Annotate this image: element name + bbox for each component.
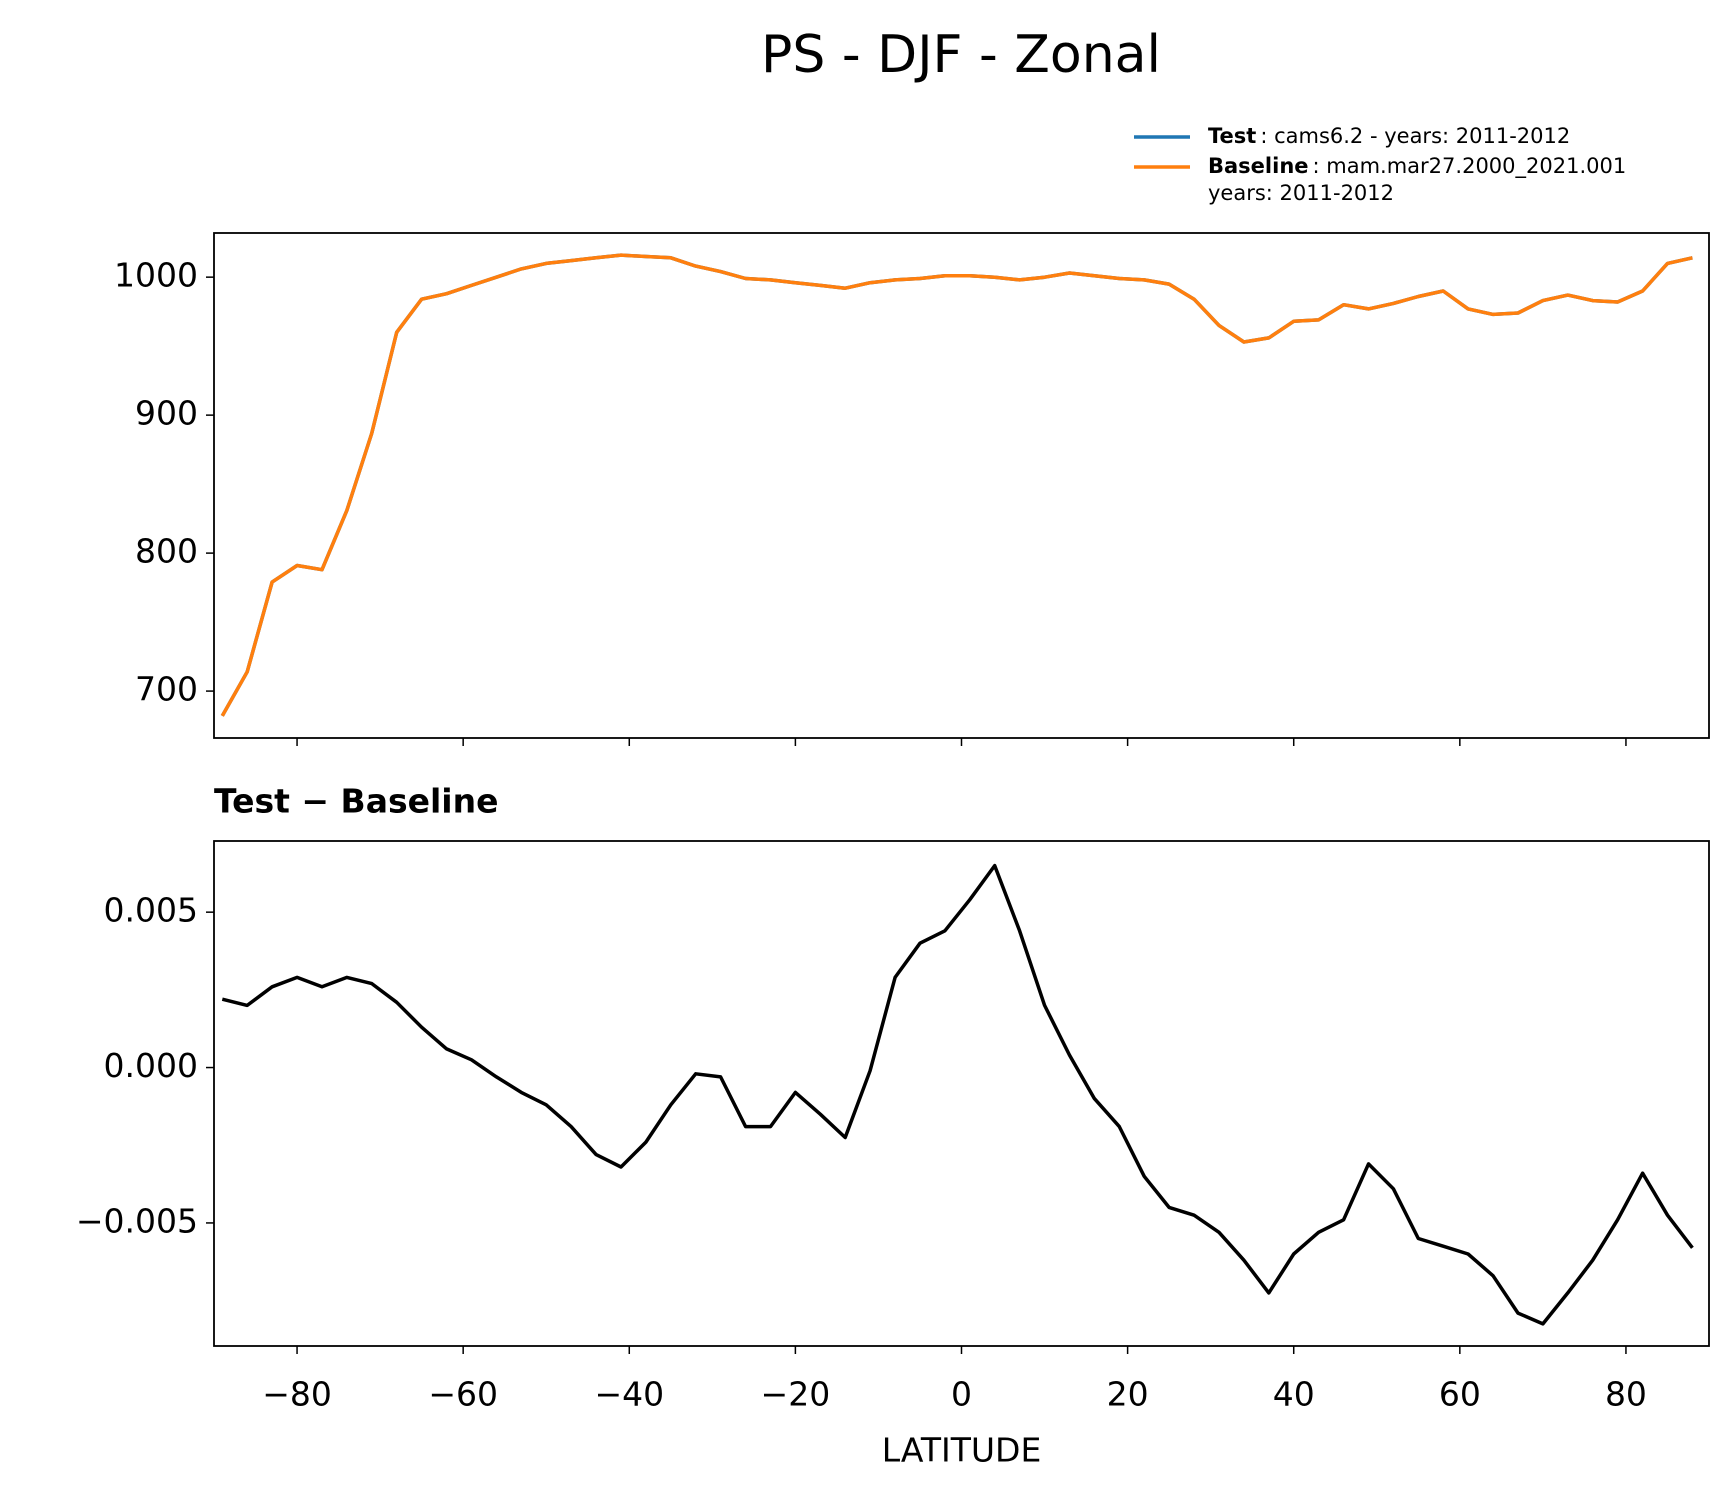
x-tick-label: 60 xyxy=(1439,1375,1481,1414)
x-tick-label: 0 xyxy=(951,1375,972,1414)
y-tick-label: 700 xyxy=(135,670,198,709)
y-tick-label: 800 xyxy=(135,532,198,571)
y-tick-label: 0.005 xyxy=(104,891,198,930)
x-tick-label: 80 xyxy=(1605,1375,1647,1414)
legend-description: : mam.mar27.2000_2021.001 xyxy=(1313,154,1627,179)
y-tick-label: −0.005 xyxy=(76,1201,198,1240)
legend-description: : cams6.2 - years: 2011-2012 xyxy=(1260,124,1570,148)
legend-description: years: 2011-2012 xyxy=(1208,181,1394,205)
axes-frame xyxy=(213,840,1710,1347)
legend-label: Baseline: mam.mar27.2000_2021.001 xyxy=(1208,154,1626,179)
x-tick-label: −60 xyxy=(428,1375,498,1414)
series-line xyxy=(220,253,1693,717)
subplot-title: Test − Baseline xyxy=(214,782,499,821)
x-tick-label: −20 xyxy=(761,1375,831,1414)
y-tick-label: 900 xyxy=(135,394,198,433)
legend-name: Test xyxy=(1208,124,1256,148)
x-tick-label: −80 xyxy=(262,1375,332,1414)
series-line xyxy=(221,863,1694,1326)
figure-title: PS - DJF - Zonal xyxy=(761,25,1161,85)
legend-name: Baseline xyxy=(1208,154,1309,178)
axes-frame xyxy=(213,232,1710,739)
y-tick-label: 0.000 xyxy=(104,1046,198,1085)
x-tick-label: 20 xyxy=(1107,1375,1149,1414)
y-tick-label: 1000 xyxy=(114,256,198,295)
x-axis-label: LATITUDE xyxy=(882,1431,1042,1470)
x-tick-label: 40 xyxy=(1273,1375,1315,1414)
series-line xyxy=(220,253,1693,717)
legend-label: Test: cams6.2 - years: 2011-2012 xyxy=(1208,124,1570,148)
x-tick-label: −40 xyxy=(594,1375,664,1414)
